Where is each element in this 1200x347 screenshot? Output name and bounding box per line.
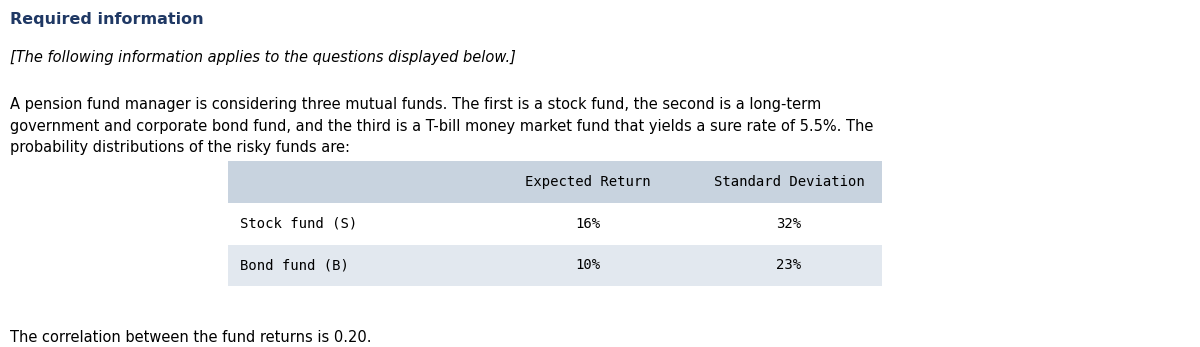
Text: The correlation between the fund returns is 0.20.: The correlation between the fund returns…: [10, 330, 371, 345]
Text: 10%: 10%: [576, 259, 600, 272]
Text: 16%: 16%: [576, 217, 600, 231]
Text: Bond fund (B): Bond fund (B): [240, 259, 349, 272]
Text: Expected Return: Expected Return: [526, 175, 650, 189]
Text: 32%: 32%: [776, 217, 802, 231]
Text: Required information: Required information: [10, 12, 203, 27]
FancyBboxPatch shape: [228, 203, 882, 245]
Text: A pension fund manager is considering three mutual funds. The first is a stock f: A pension fund manager is considering th…: [10, 97, 872, 155]
FancyBboxPatch shape: [228, 161, 882, 203]
Text: Stock fund (S): Stock fund (S): [240, 217, 358, 231]
Text: 23%: 23%: [776, 259, 802, 272]
Text: [The following information applies to the questions displayed below.]: [The following information applies to th…: [10, 50, 516, 65]
FancyBboxPatch shape: [228, 245, 882, 286]
Text: Standard Deviation: Standard Deviation: [714, 175, 864, 189]
